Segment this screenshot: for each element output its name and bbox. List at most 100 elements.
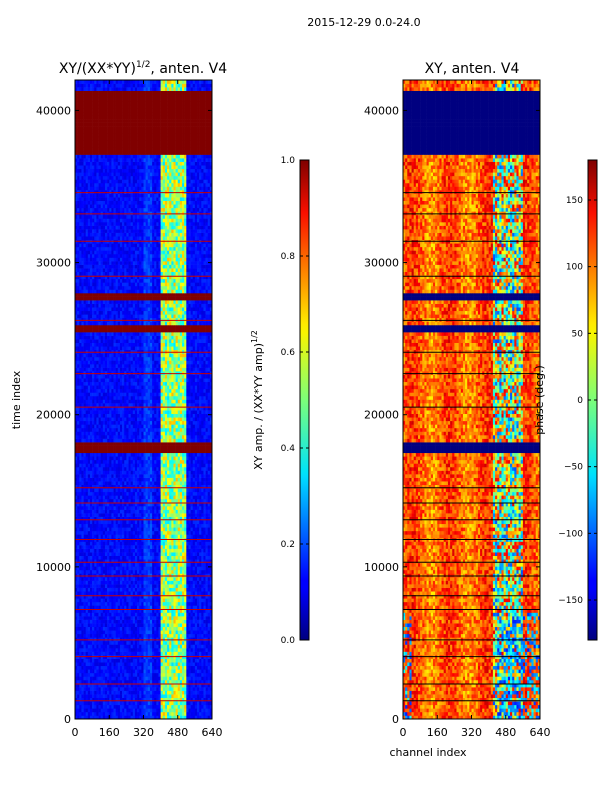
heat-cell xyxy=(109,580,112,585)
heat-cell xyxy=(77,463,80,468)
heat-cell xyxy=(134,683,138,688)
heat-cell xyxy=(201,459,204,464)
heat-cell xyxy=(201,502,204,507)
heat-cell xyxy=(100,694,104,698)
heat-cell xyxy=(182,608,185,613)
heat-cell xyxy=(130,591,134,596)
heat-cell xyxy=(79,573,82,578)
heat-cell xyxy=(184,502,187,507)
heat-cell xyxy=(207,701,211,706)
heat-cell xyxy=(188,704,191,709)
heat-cell xyxy=(164,633,168,638)
heat-cell xyxy=(177,463,181,468)
heat-cell xyxy=(122,651,125,656)
heat-cell xyxy=(199,527,202,532)
heat-cell xyxy=(197,534,200,539)
heat-cell xyxy=(156,591,159,596)
heat-cell xyxy=(75,438,78,443)
heat-cell xyxy=(100,676,104,681)
heat-cell xyxy=(207,495,211,500)
heat-cell xyxy=(83,662,86,667)
heat-cell xyxy=(94,658,97,663)
heat-cell xyxy=(171,687,174,691)
heat-cell xyxy=(115,545,119,549)
heat-cell xyxy=(188,463,191,468)
heat-cell xyxy=(194,456,198,461)
heat-cell xyxy=(158,566,161,571)
heat-cell xyxy=(79,502,82,507)
heat-cell xyxy=(75,580,78,585)
heat-cell xyxy=(205,484,209,489)
heat-cell xyxy=(98,541,101,546)
heat-cell xyxy=(124,523,127,528)
heat-cell xyxy=(169,509,172,514)
heat-cell xyxy=(107,711,110,716)
heat-cell xyxy=(205,530,209,535)
heat-cell xyxy=(207,449,211,454)
heat-cell xyxy=(149,566,153,571)
heat-cell xyxy=(175,523,179,528)
heat-cell xyxy=(164,623,168,627)
heat-cell xyxy=(175,708,179,713)
heat-cell xyxy=(134,619,138,624)
heat-cell xyxy=(109,463,112,468)
heat-cell xyxy=(102,672,106,677)
heat-cell xyxy=(122,456,125,461)
heat-cell xyxy=(98,463,101,468)
heat-cell xyxy=(203,594,206,599)
heat-cell xyxy=(179,648,183,652)
heat-cell xyxy=(184,623,187,627)
heat-cell xyxy=(175,562,179,567)
heat-cell xyxy=(113,665,116,670)
heat-cell xyxy=(137,676,140,681)
heat-cell xyxy=(94,573,97,578)
heat-cell xyxy=(158,704,161,709)
heat-cell xyxy=(158,630,161,635)
heat-cell xyxy=(149,594,153,599)
heat-cell xyxy=(149,640,153,645)
heat-cell xyxy=(186,506,189,510)
heat-cell xyxy=(119,694,123,698)
heat-cell xyxy=(194,530,198,535)
heat-cell xyxy=(115,513,119,517)
heat-cell xyxy=(184,516,187,521)
heat-cell xyxy=(149,580,153,585)
heat-cell xyxy=(96,690,99,695)
heat-cell xyxy=(145,633,149,638)
heat-cell xyxy=(203,644,206,649)
heat-cell xyxy=(149,608,153,613)
heat-cell xyxy=(122,637,125,642)
heat-cell xyxy=(122,449,125,454)
heat-cell xyxy=(203,683,206,688)
heat-cell xyxy=(141,648,144,652)
heat-cell xyxy=(188,562,191,567)
heat-cell xyxy=(147,687,151,691)
heat-cell xyxy=(128,662,131,667)
heat-cell xyxy=(175,534,179,539)
heat-cell xyxy=(171,669,174,674)
heat-cell xyxy=(194,577,198,581)
heat-cell xyxy=(205,640,209,645)
heat-cell xyxy=(154,580,157,585)
heat-cell xyxy=(87,679,91,684)
heat-cell xyxy=(171,484,174,489)
heat-cell xyxy=(167,562,170,567)
heat-cell xyxy=(207,573,211,578)
heat-cell xyxy=(179,605,183,610)
heat-cell xyxy=(182,690,185,695)
heat-cell xyxy=(83,605,86,610)
heat-cell xyxy=(109,555,112,560)
heat-cell xyxy=(126,452,129,457)
heat-cell xyxy=(143,566,146,571)
heat-cell xyxy=(111,633,114,638)
heat-cell xyxy=(190,633,194,638)
heat-cell xyxy=(141,456,144,461)
heat-cell xyxy=(96,545,99,549)
heat-cell xyxy=(79,584,82,588)
heat-cell xyxy=(128,562,131,567)
heat-cell xyxy=(137,630,140,635)
heat-cell xyxy=(128,577,131,581)
heat-cell xyxy=(89,495,93,500)
heat-cell xyxy=(160,694,164,698)
heat-cell xyxy=(100,612,104,617)
